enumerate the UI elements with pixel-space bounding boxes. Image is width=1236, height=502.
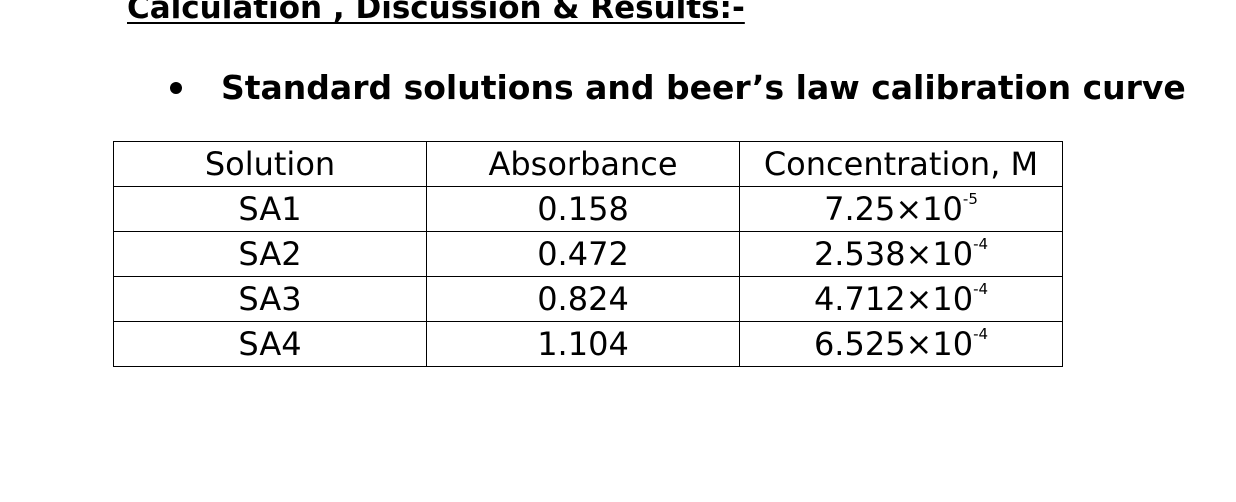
conc-mantissa: 2.538×10 [813,235,974,273]
conc-mantissa: 4.712×10 [813,280,974,318]
cell-absorbance: 1.104 [426,321,740,367]
calibration-table: Solution Absorbance Concentration, M SA1… [113,141,1063,367]
cell-concentration: 7.25×10-5 [739,186,1063,232]
cell-solution: SA3 [113,276,427,322]
conc-exponent: -5 [962,190,978,209]
bullet-text: Standard solutions and beer’s law calibr… [221,68,1186,107]
table-header-row: Solution Absorbance Concentration, M [113,141,1063,187]
cell-solution: SA1 [113,186,427,232]
header-solution: Solution [113,141,427,187]
cell-absorbance: 0.824 [426,276,740,322]
conc-mantissa: 7.25×10 [824,190,963,228]
cell-absorbance: 0.472 [426,231,740,277]
cell-concentration: 6.525×10-4 [739,321,1063,367]
bullet-item: Standard solutions and beer’s law calibr… [170,66,1186,110]
table-row: SA3 0.824 4.712×10-4 [113,276,1063,322]
cell-concentration: 2.538×10-4 [739,231,1063,277]
cell-solution: SA2 [113,231,427,277]
header-concentration: Concentration, M [739,141,1063,187]
cell-solution: SA4 [113,321,427,367]
conc-exponent: -4 [973,325,989,344]
cell-concentration: 4.712×10-4 [739,276,1063,322]
conc-mantissa: 6.525×10 [813,325,974,363]
cell-absorbance: 0.158 [426,186,740,232]
header-absorbance: Absorbance [426,141,740,187]
table-row: SA2 0.472 2.538×10-4 [113,231,1063,277]
conc-exponent: -4 [973,235,989,254]
table-row: SA1 0.158 7.25×10-5 [113,186,1063,232]
conc-exponent: -4 [973,280,989,299]
section-heading: Calculation , Discussion & Results:- [127,0,745,26]
table-row: SA4 1.104 6.525×10-4 [113,321,1063,367]
bullet-dot-icon [170,82,182,94]
